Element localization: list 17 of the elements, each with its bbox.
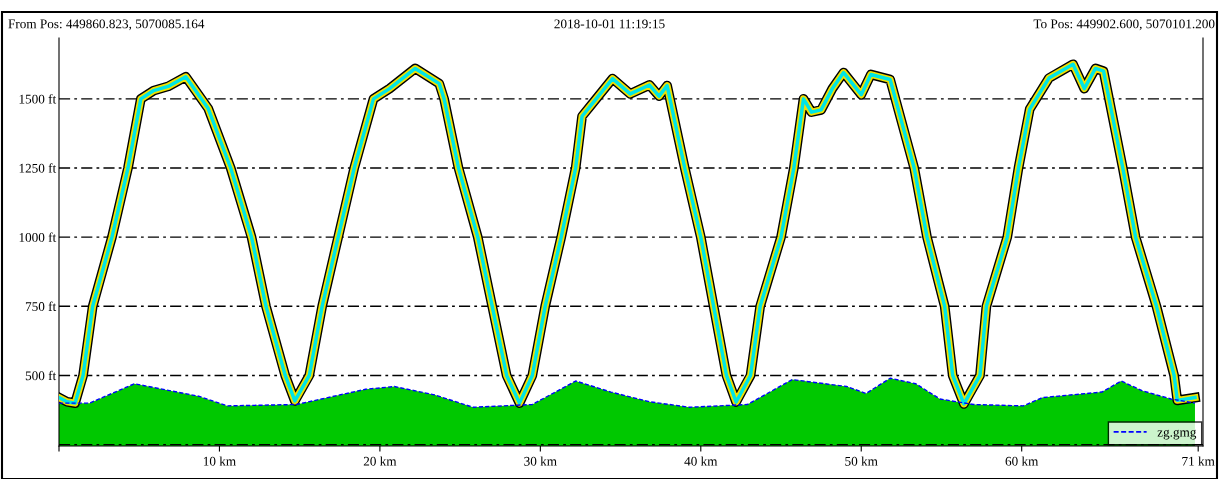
- x-tick-label: 10 km: [203, 456, 236, 466]
- legend-label: zg.gmg: [1157, 429, 1197, 440]
- text: To Pos: 449902.600, 5070101.200: [1033, 19, 1215, 31]
- y-tick-label: 1500 ft: [19, 94, 57, 104]
- y-tick-label: 750 ft: [25, 301, 57, 312]
- text: From Pos: 449860.823, 5070085.164: [8, 19, 205, 31]
- y-tick-label: 1000 ft: [19, 232, 57, 242]
- x-tick-label: 40 km: [684, 456, 718, 466]
- x-tick-label: 30 km: [524, 456, 557, 466]
- line-series: [59, 377, 1196, 408]
- x-tick-label: 50 km: [845, 456, 878, 466]
- x-tick-label: 20 km: [363, 456, 397, 466]
- x-tick-label: 60 km: [1005, 456, 1039, 466]
- chart-title: 2018-10-01 11:19:15: [554, 19, 665, 29]
- y-tick-label: 500 ft: [25, 370, 57, 381]
- x-tick-label: 71 km: [1182, 456, 1215, 466]
- y-tick-label: 1250 ft: [19, 163, 57, 173]
